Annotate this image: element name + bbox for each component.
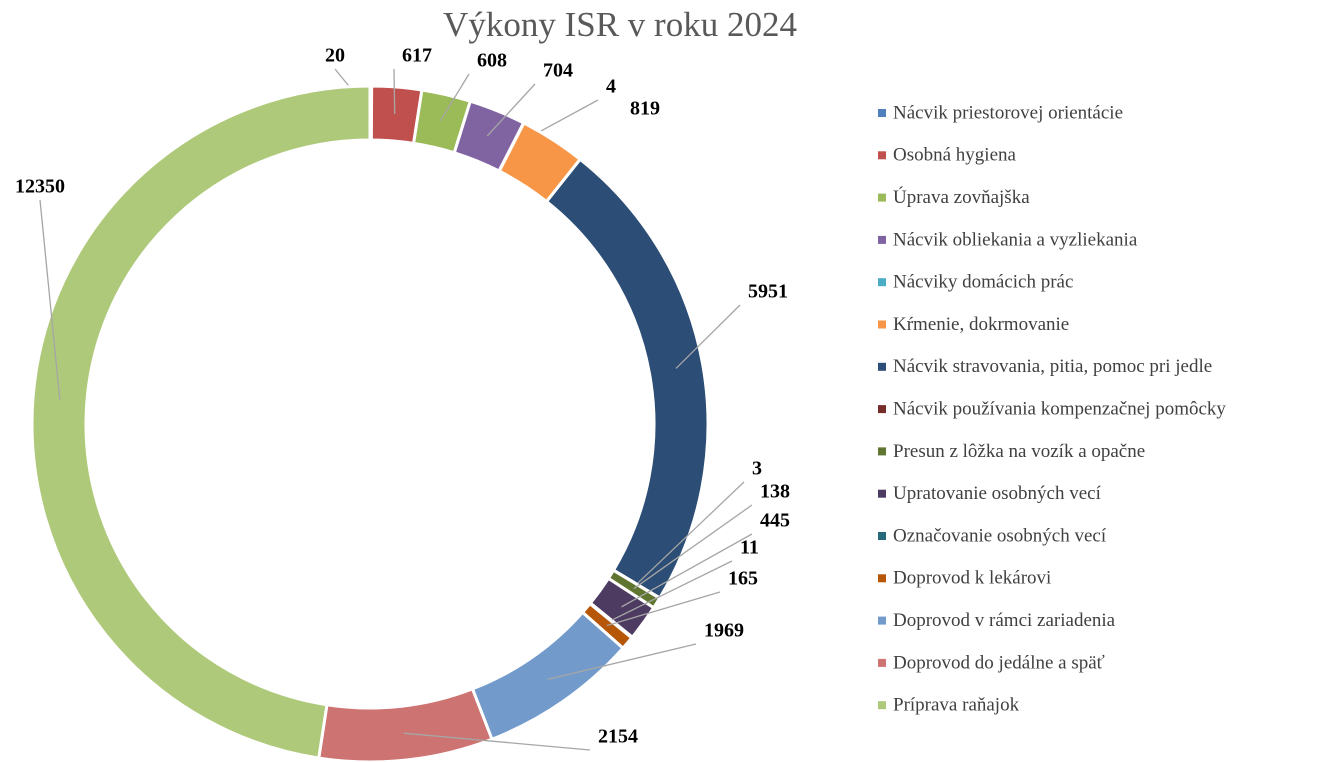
data-label: 138 [760,481,790,503]
data-label: 819 [630,98,660,120]
leader-line [403,732,591,751]
legend-label: Nácvik stravovania, pitia, pomoc pri jed… [893,356,1212,377]
leader-line [547,643,697,680]
data-label: 445 [760,510,790,532]
legend-label: Označovanie osobných vecí [893,525,1107,546]
legend-label: Úprava zovňajška [893,186,1030,208]
data-label: 4 [606,76,616,98]
data-label: 165 [728,568,758,590]
legend-swatch [878,320,886,329]
data-label: 2154 [598,726,638,748]
legend-label: Nácviky domácich prác [893,272,1073,293]
donut-segment [30,84,372,760]
legend-swatch [878,658,886,667]
donut-segment [544,157,710,601]
legend-swatch [878,151,886,160]
data-label: 5951 [748,281,788,303]
legend-swatch [878,405,886,414]
legend-label: Kŕmenie, dokrmovanie [893,314,1069,335]
data-label: 1969 [704,620,744,642]
leader-line [39,199,61,401]
legend-swatch [878,616,886,625]
leader-line [393,68,396,114]
leader-line [486,83,536,137]
legend-label: Príprava raňajok [893,695,1020,716]
data-label: 608 [477,50,507,72]
data-label: 20 [325,45,345,67]
chart-title: Výkony ISR v roku 2024 [443,5,797,44]
leader-line [606,591,721,627]
data-label: 3 [752,458,762,480]
legend-label: Nácvik obliekania a vyzliekania [893,229,1138,250]
legend-label: Doprovod v rámci zariadenia [893,610,1116,631]
leader-line [675,304,741,369]
legend-swatch [878,193,886,202]
legend-swatch [878,532,886,540]
leader-line [633,504,753,590]
legend-swatch [878,489,886,498]
data-label: 617 [402,45,432,67]
legend-label: Upratovanie osobných vecí [893,483,1102,504]
leader-line [636,481,745,585]
legend-label: Nácvik priestorovej orientácie [893,102,1123,123]
data-label: 704 [543,60,573,82]
legend-swatch [878,235,886,244]
leader-line [610,560,733,622]
legend-label: Osobná hygiena [893,145,1017,166]
leader-line [439,73,470,122]
legend-swatch [878,574,886,583]
legend-swatch [878,701,886,710]
legend-label: Doprovod do jedálne a späť [893,652,1105,673]
leader-line [621,533,753,608]
data-label: 11 [740,537,759,559]
legend-label: Doprovod k lekárovi [893,568,1051,589]
legend-swatch [878,278,886,287]
donut-segment [470,610,626,742]
legend-swatch [878,109,886,117]
legend-swatch [878,447,886,456]
legend-label: Presun z lôžka na vozík a opačne [893,441,1145,462]
data-label: 12350 [15,176,65,198]
legend-label: Nácvik používania kompenzačnej pomôcky [893,398,1226,419]
legend-swatch [878,362,886,371]
donut-segment [317,686,494,762]
